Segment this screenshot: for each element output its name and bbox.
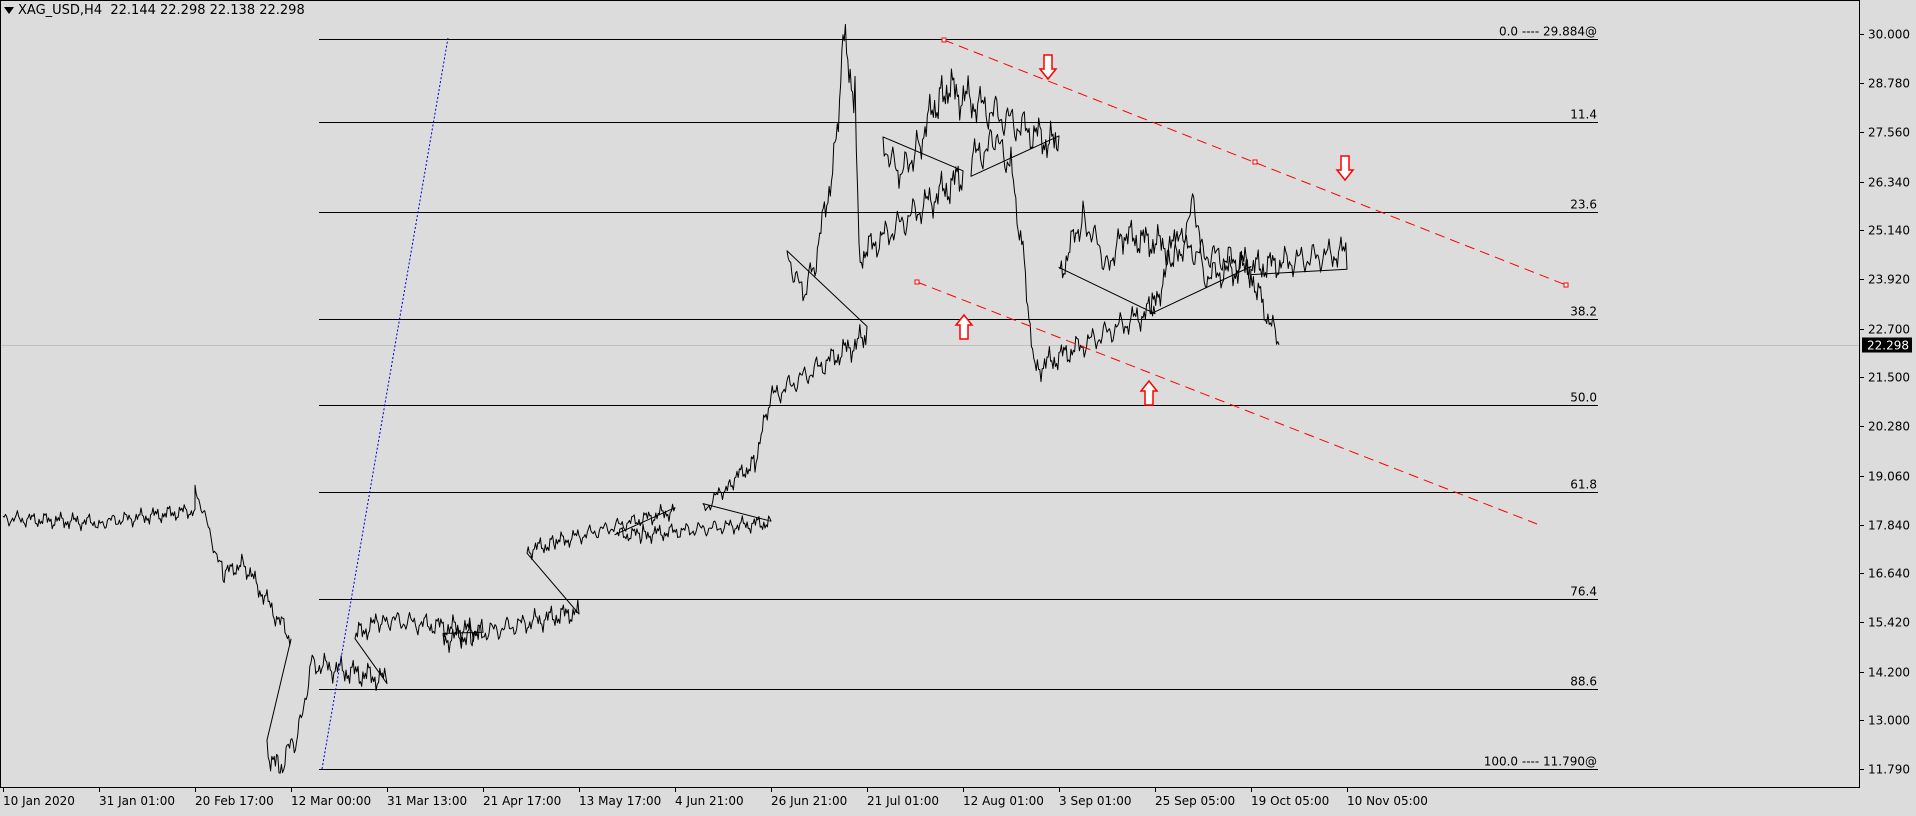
y-tick-label-1: 28.780: [1868, 77, 1910, 91]
x-tick-label-2: 20 Feb 17:00: [195, 794, 274, 808]
x-tick-label-5: 21 Apr 17:00: [483, 794, 561, 808]
channel-anchor-1[interactable]: [1252, 159, 1258, 165]
y-tick-label-6: 22.700: [1868, 323, 1910, 337]
x-tick-label-3: 12 Mar 00:00: [291, 794, 371, 808]
dropdown-triangle-icon[interactable]: [4, 7, 14, 14]
drawing-objects[interactable]: [321, 37, 1569, 770]
x-tick-label-11: 3 Sep 01:00: [1059, 794, 1131, 808]
channel-anchor-0[interactable]: [941, 37, 947, 43]
channel-anchor-3[interactable]: [914, 279, 920, 285]
y-tick-label-13: 14.200: [1868, 666, 1910, 680]
fibonacci-levels[interactable]: 0.0 ---- 29.884@ 11.4 23.6 38.2 50.0 61.8 76.4…: [1, 25, 1859, 770]
price-line: [2, 23, 1348, 774]
down-arrow-icon-1[interactable]: [1038, 54, 1058, 81]
x-tick-label-12: 25 Sep 05:00: [1155, 794, 1235, 808]
x-tick-label-9: 21 Jul 01:00: [867, 794, 939, 808]
up-arrow-icon-1[interactable]: [954, 313, 974, 340]
y-tick-label-10: 17.840: [1868, 519, 1910, 533]
channel-lower-line[interactable]: [916, 281, 1538, 525]
y-tick-label-11: 16.640: [1868, 567, 1910, 581]
down-arrow-icon-2[interactable]: [1335, 155, 1355, 182]
x-tick-label-0: 10 Jan 2020: [3, 794, 75, 808]
symbol-label: XAG_USD,H4: [18, 3, 103, 18]
current-price-badge: [1862, 337, 1912, 353]
y-tick-label-7: 21.500: [1868, 371, 1910, 385]
x-axis: 10 Jan 2020 31 Jan 01:00 20 Feb 17:00 12 Ma…: [3, 787, 1428, 808]
y-tick-label-2: 27.560: [1868, 126, 1910, 140]
chart-header: XAG_USD,H4 22.144 22.298 22.138 22.298: [4, 3, 305, 18]
fib-level-label-1: 11.4: [1570, 108, 1597, 122]
x-tick-label-14: 10 Nov 05:00: [1347, 794, 1428, 808]
price-series: [2, 23, 1348, 774]
x-tick-label-1: 31 Jan 01:00: [99, 794, 175, 808]
x-tick-label-7: 4 Jun 21:00: [675, 794, 744, 808]
x-tick-label-4: 31 Mar 13:00: [387, 794, 467, 808]
x-tick-label-6: 13 May 17:00: [579, 794, 661, 808]
y-tick-label-0: 30.000: [1868, 28, 1910, 42]
y-tick-label-5: 23.920: [1868, 273, 1910, 287]
channel-anchor-2[interactable]: [1563, 282, 1569, 288]
fib-level-label-4: 50.0: [1570, 391, 1597, 405]
y-tick-label-9: 19.060: [1868, 470, 1910, 484]
y-tick-label-3: 26.340: [1868, 176, 1910, 190]
fib-level-label-7: 88.6: [1570, 675, 1597, 689]
x-tick-label-13: 19 Oct 05:00: [1251, 794, 1329, 808]
y-tick-label-15: 11.790: [1868, 763, 1910, 777]
fib-level-label-6: 76.4: [1570, 585, 1597, 599]
y-tick-label-4: 25.140: [1868, 224, 1910, 238]
fib-level-label-5: 61.8: [1570, 478, 1597, 492]
x-tick-label-10: 12 Aug 01:00: [963, 794, 1044, 808]
current-price-label: 22.298: [1867, 339, 1909, 353]
y-axis: 30.000 28.780 27.560 26.340 25.140 23.920 22.7…: [1859, 0, 1912, 787]
x-tick-label-8: 26 Jun 21:00: [771, 794, 847, 808]
up-arrow-icon-2[interactable]: [1139, 379, 1159, 406]
fib-level-label-3: 38.2: [1570, 305, 1597, 319]
y-tick-label-14: 13.000: [1868, 714, 1910, 728]
fib-level-label-0: 0.0 ---- 29.884@: [1499, 25, 1597, 39]
fib-level-label-2: 23.6: [1570, 198, 1597, 212]
fib-level-label-8: 100.0 ---- 11.790@: [1484, 755, 1597, 769]
ohlc-readout: 22.144 22.298 22.138 22.298: [110, 3, 305, 18]
y-tick-label-12: 15.420: [1868, 616, 1910, 630]
y-tick-label-8: 20.280: [1868, 420, 1910, 434]
